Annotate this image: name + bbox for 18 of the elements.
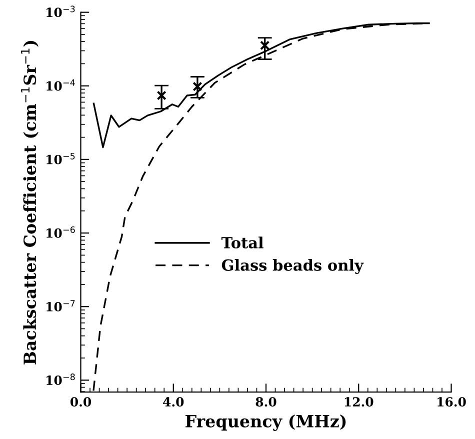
y-tick-label: 10$^{−5}$ (46, 152, 75, 164)
y-tick-label: 10$^{−8}$ (46, 374, 75, 385)
y-axis-title: Backscatter Coefficient (cm$^{−1}$Sr$^{−1}$) (20, 40, 38, 364)
legend-label: Total (221, 236, 264, 248)
point (260, 40, 270, 50)
x-tick-label: 4.0 (163, 397, 184, 407)
legend-label: Glass beads only (222, 259, 364, 274)
x-axis-title: Frequency (MHz) (186, 414, 346, 431)
y-tick-label: 10$^{−3}$ (46, 6, 75, 18)
y-tick-label: 10$^{−4}$ (46, 79, 75, 91)
x-tick-label: 8.0 (256, 397, 276, 407)
point (192, 82, 202, 92)
y-tick-label: 10$^{−6}$ (46, 226, 75, 238)
x-tick-label: 0.0 (70, 397, 92, 407)
x-tick-label: 16.0 (438, 397, 466, 407)
x-tick-label: 12.0 (344, 397, 374, 407)
y-tick-label: 10$^{−7}$ (46, 300, 75, 312)
point (156, 90, 166, 100)
